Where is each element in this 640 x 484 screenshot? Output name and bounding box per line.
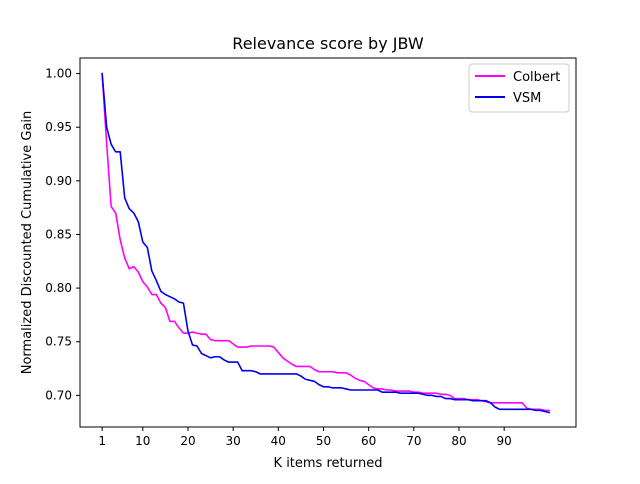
legend: Colbert VSM: [468, 63, 570, 113]
legend-label-vsm: VSM: [513, 91, 541, 106]
x-axis-label: K items returned: [274, 456, 383, 471]
y-tick-label: 0.90: [45, 174, 72, 188]
plot-area: [80, 58, 576, 427]
y-tick-label: 0.80: [45, 281, 72, 295]
x-tick-label: 30: [225, 434, 240, 448]
series-layer: [101, 72, 551, 414]
x-tick-label: 20: [180, 434, 195, 448]
series-line-vsm: [101, 72, 551, 414]
y-tick-label: 0.70: [45, 388, 72, 402]
x-tick-label: 80: [451, 434, 466, 448]
x-tick-label: 10: [135, 434, 150, 448]
y-tick-label: 1.00: [45, 67, 72, 81]
y-tick-label: 0.85: [45, 227, 72, 241]
y-axis-label: Normalized Discounted Cumulative Gain: [20, 111, 35, 375]
y-tick-label: 0.75: [45, 335, 72, 349]
y-tick-label: 0.95: [45, 120, 72, 134]
x-tick-label: 90: [497, 434, 512, 448]
x-tick-label: 50: [316, 434, 331, 448]
x-tick-label: 1: [98, 434, 106, 448]
x-tick-label: 40: [271, 434, 286, 448]
chart-title: Relevance score by JBW: [232, 34, 424, 53]
x-axis-ticks: 1 10 20 30 40 50 60 70 80 90: [98, 427, 512, 448]
x-tick-label: 70: [406, 434, 421, 448]
legend-label-colbert: Colbert: [513, 70, 560, 85]
x-tick-label: 60: [361, 434, 376, 448]
y-axis-ticks: 0.70 0.75 0.80 0.85 0.90 0.95 1.00: [45, 67, 80, 402]
axes-frame: [79, 57, 577, 428]
series-line-colbert: [101, 72, 551, 412]
